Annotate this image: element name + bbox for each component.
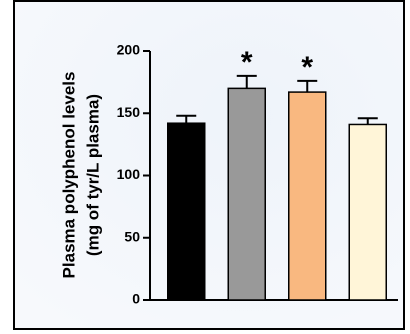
y-tick-label: 150 xyxy=(117,104,141,120)
y-axis-label-line: Plasma polyphenol levels xyxy=(59,72,78,279)
bar xyxy=(168,123,205,300)
significance-mark: * xyxy=(241,46,253,79)
significance-mark: * xyxy=(301,51,313,84)
y-tick-label: 200 xyxy=(117,42,141,58)
bar xyxy=(349,124,386,300)
y-tick-label: 50 xyxy=(124,228,140,244)
chart: Plasma polyphenol levels (mg of tyr/L pla… xyxy=(0,0,410,334)
y-axis-label-line: (mg of tyr/L plasma) xyxy=(83,94,102,256)
bar xyxy=(289,92,326,300)
y-tick-label: 100 xyxy=(117,166,141,182)
bar xyxy=(228,88,265,300)
y-tick-label: 0 xyxy=(132,291,140,307)
